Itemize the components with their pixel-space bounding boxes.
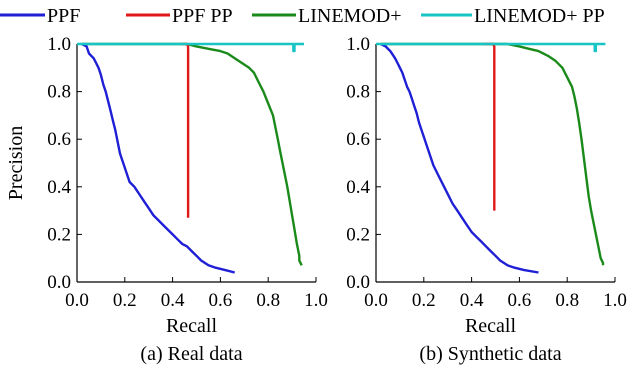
chart-panel-synthetic-data: 0.0 0.2 0.4 0.6 0.8 1.0 0.0 0.2 0.4 0.6 0.8 1.0 Reca… xyxy=(346,34,627,365)
x-tick-label: 0.4 xyxy=(161,290,185,311)
series-line-ppf-pp xyxy=(483,42,496,211)
legend-item-ppf-pp: PPF PP xyxy=(126,5,233,27)
y-tick-label: 0.2 xyxy=(47,224,71,245)
series-line-ppf-pp xyxy=(182,42,190,218)
y-tick-label: 0.4 xyxy=(346,177,370,198)
legend-label: LINEMOD+ xyxy=(298,5,402,27)
y-tick-label: 0.6 xyxy=(346,129,370,150)
x-axis-label: Recall xyxy=(166,315,218,337)
y-tick-label: 0.8 xyxy=(47,82,71,103)
y-tick-label: 0.0 xyxy=(346,272,370,293)
series-line-ppf xyxy=(380,42,539,274)
legend-item-linemod: LINEMOD+ xyxy=(252,5,402,27)
y-tick-label: 0.2 xyxy=(346,224,370,245)
y-axis-label: Precision xyxy=(5,126,27,200)
x-tick-label: 0.6 xyxy=(209,290,233,311)
legend-label: LINEMOD+ PP xyxy=(474,5,605,27)
x-tick-label: 0.6 xyxy=(508,290,532,311)
y-tick-label: 0.4 xyxy=(47,177,71,198)
series-line-linemod-pp xyxy=(77,42,304,53)
series-line-linemod xyxy=(81,42,303,266)
legend-item-ppf: PPF xyxy=(0,5,80,27)
y-tick-label: 0.6 xyxy=(47,129,71,150)
legend: PPF PPF PP LINEMOD+ LINEMOD+ PP xyxy=(0,5,605,27)
legend-label: PPF PP xyxy=(172,5,233,27)
legend-item-linemod-pp: LINEMOD+ PP xyxy=(421,5,605,27)
x-tick-label: 0.8 xyxy=(555,290,579,311)
x-tick-label: 0.8 xyxy=(256,290,280,311)
y-tick-label: 1.0 xyxy=(47,34,71,55)
series-line-linemod-pp xyxy=(376,42,606,53)
y-tick-label: 0.0 xyxy=(47,272,71,293)
x-tick-label: 0.2 xyxy=(412,290,436,311)
chart-caption: (a) Real data xyxy=(140,343,242,365)
chart-caption: (b) Synthetic data xyxy=(419,343,561,365)
series-line-linemod xyxy=(380,42,605,266)
x-tick-label: 0.0 xyxy=(364,290,388,311)
series-line-ppf xyxy=(81,42,235,274)
y-tick-label: 0.8 xyxy=(346,82,370,103)
x-axis-label: Recall xyxy=(465,315,517,337)
x-tick-label: 0.4 xyxy=(460,290,484,311)
x-tick-label: 0.0 xyxy=(65,290,89,311)
legend-label: PPF xyxy=(47,5,80,27)
chart-panel-real-data: 0.0 0.2 0.4 0.6 0.8 1.0 0.0 0.2 0.4 0.6 0.8 1.0 Reca… xyxy=(47,34,328,365)
y-tick-label: 1.0 xyxy=(346,34,370,55)
x-tick-label: 1.0 xyxy=(603,290,627,311)
x-tick-label: 1.0 xyxy=(304,290,328,311)
x-tick-label: 0.2 xyxy=(113,290,137,311)
